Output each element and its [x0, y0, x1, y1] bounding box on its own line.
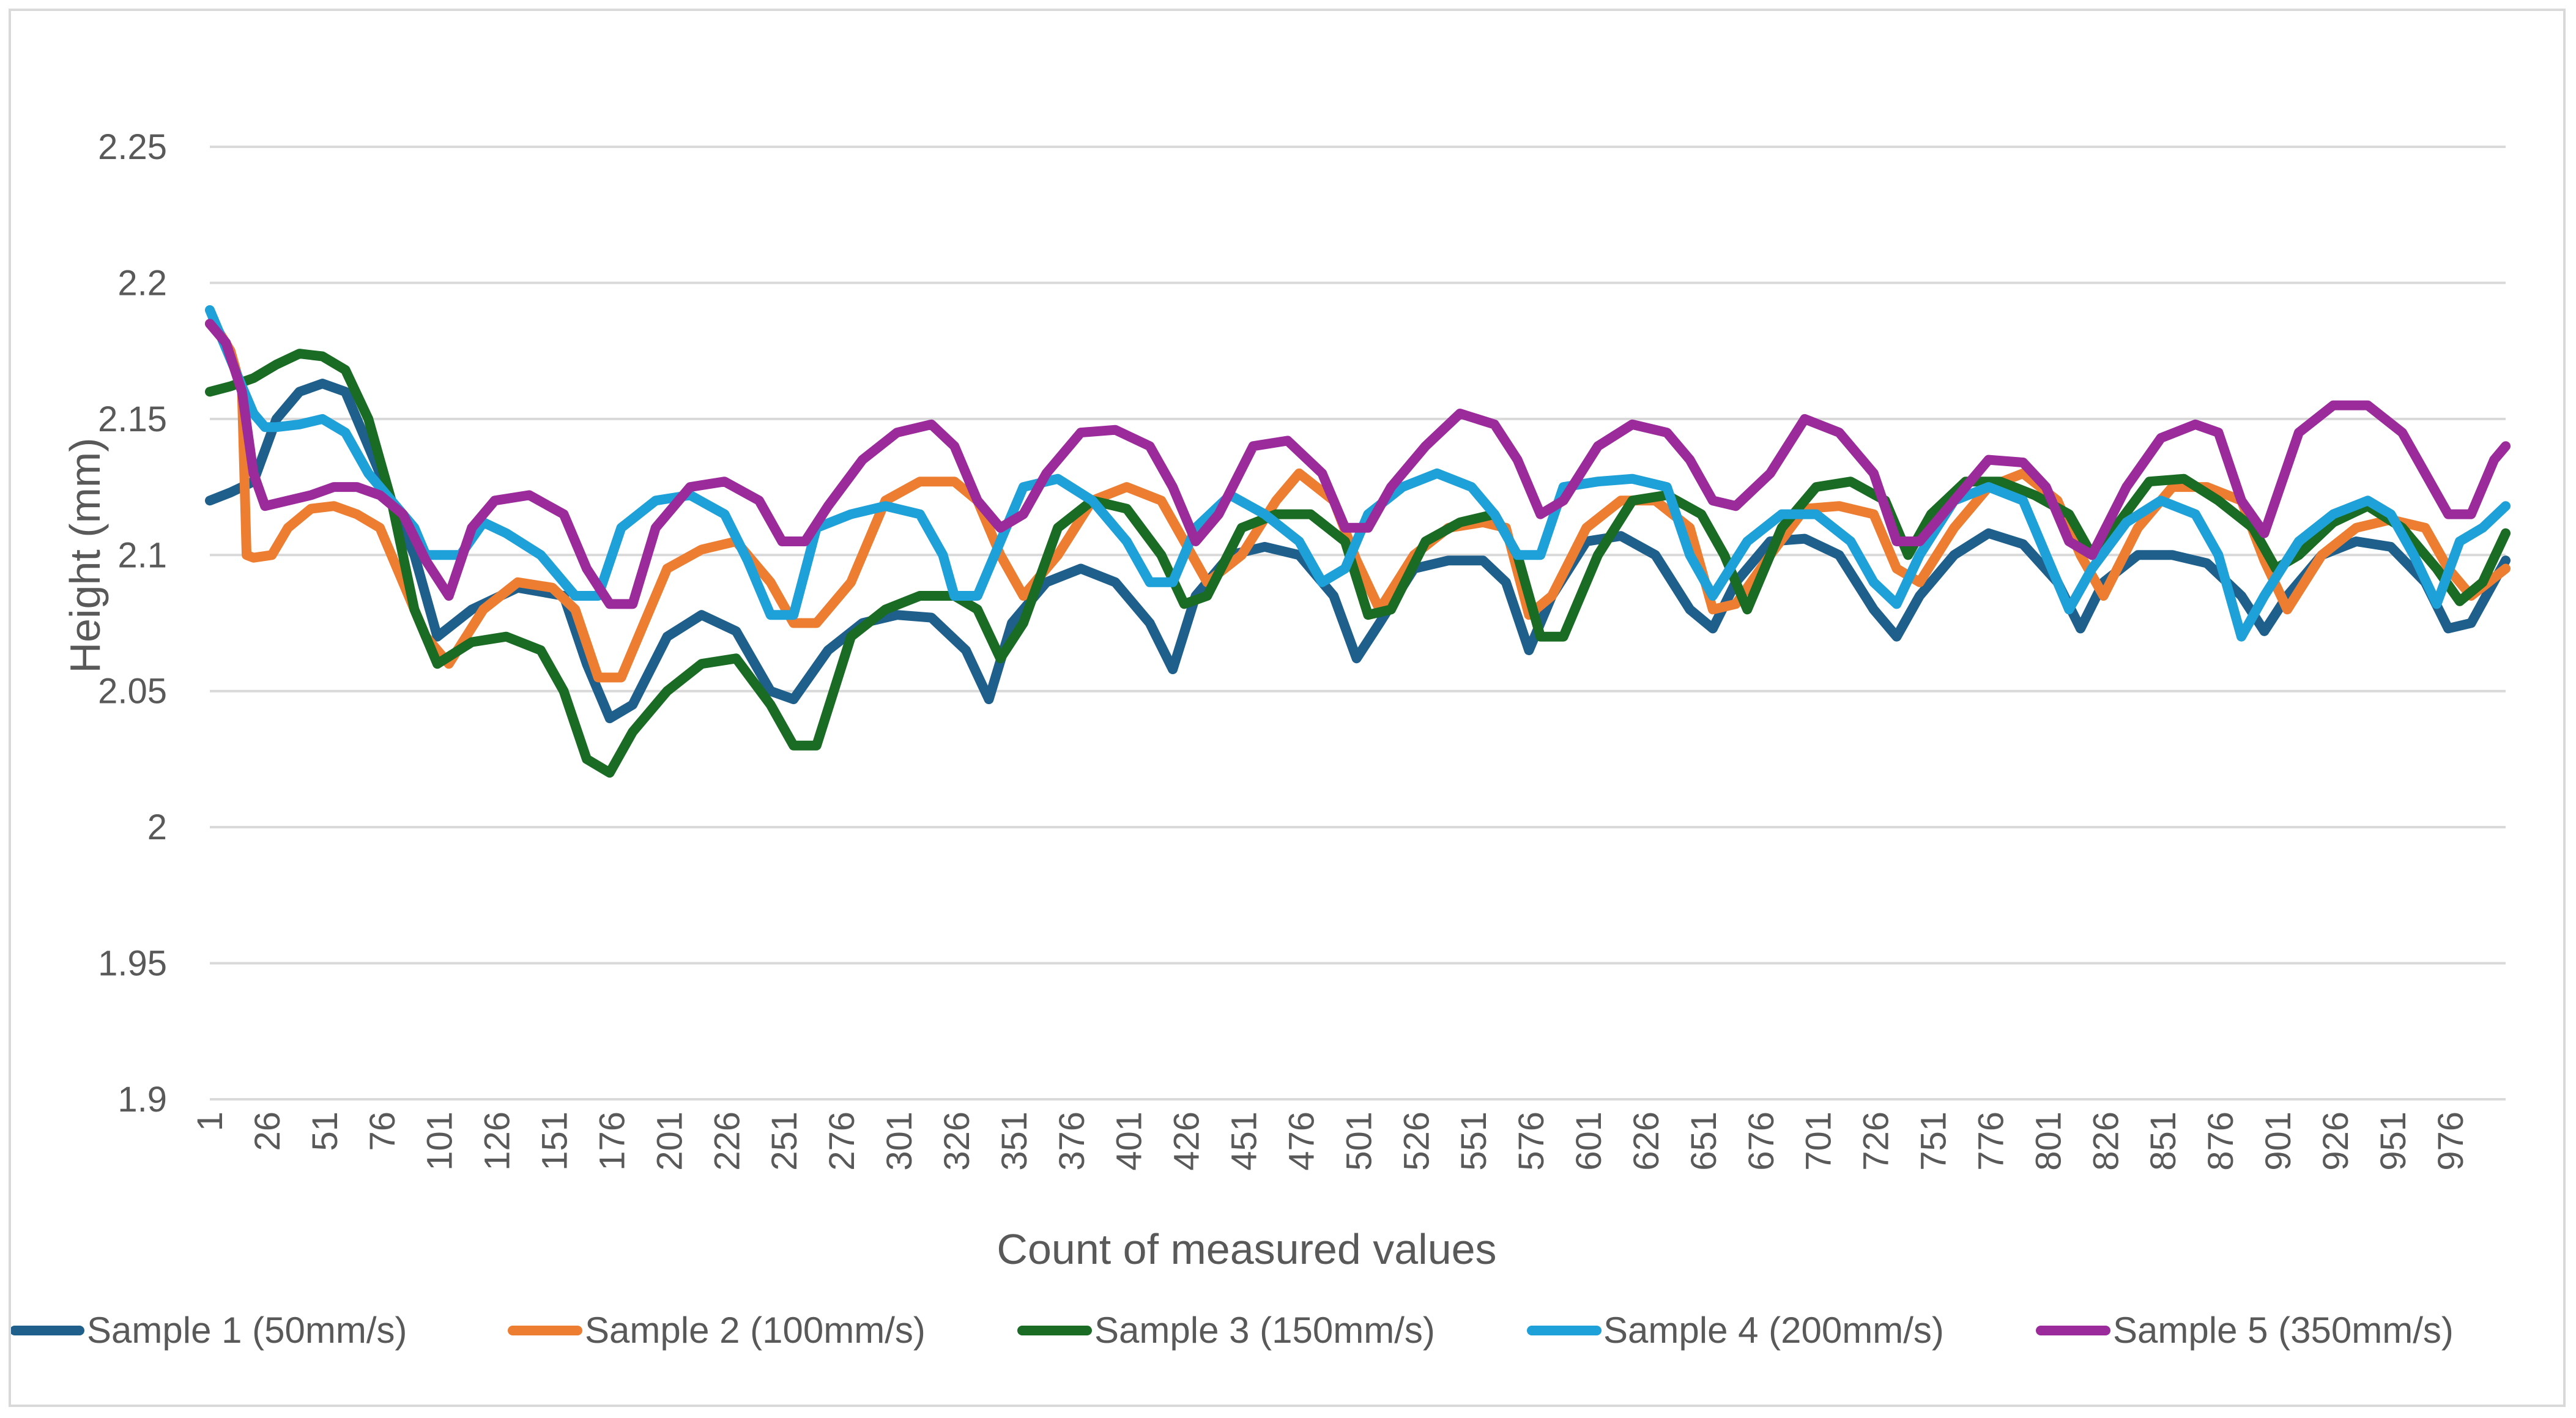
series-line-sample-5: [205, 319, 2511, 609]
y-tick-label: 1.95: [98, 944, 167, 984]
chart-frame: 1.9 1.95 2 2.05 2.1 2.15 2.2 2.25 1 26 51 76 101 126…: [9, 9, 2566, 1407]
x-tick-label: 326: [937, 1112, 977, 1171]
x-tick-label: 601: [1569, 1112, 1609, 1171]
x-tick-label: 76: [363, 1112, 403, 1151]
x-tick-label: 826: [2086, 1112, 2126, 1171]
x-tick-label: 376: [1052, 1112, 1092, 1171]
x-tick-label: 926: [2316, 1112, 2356, 1171]
y-tick-label: 2.2: [117, 263, 167, 303]
legend-label-sample-2: Sample 2 (100mm/s): [585, 1310, 926, 1351]
x-tick-label: 426: [1167, 1112, 1207, 1171]
x-tick-label: 526: [1397, 1112, 1436, 1171]
legend: Sample 1 (50mm/s) Sample 2 (100mm/s) Sampl…: [11, 1310, 2454, 1351]
legend-label-sample-4: Sample 4 (200mm/s): [1603, 1310, 1944, 1351]
x-tick-label: 701: [1799, 1112, 1839, 1171]
x-tick-label: 451: [1225, 1112, 1264, 1171]
x-axis-title: Count of measured values: [997, 1225, 1496, 1273]
legend-label-sample-1: Sample 1 (50mm/s): [87, 1310, 407, 1351]
x-axis-ticks: 1 26 51 76 101 126 151 176 201 226 251 276 301 326 351…: [190, 1112, 2471, 1171]
x-tick-label: 626: [1627, 1112, 1666, 1171]
x-tick-label: 551: [1454, 1112, 1494, 1171]
x-tick-label: 51: [305, 1112, 345, 1151]
series-line-sample-3: [205, 349, 2511, 778]
y-tick-label: 2.25: [98, 127, 167, 167]
x-tick-label: 276: [822, 1112, 862, 1171]
x-tick-label: 751: [1914, 1112, 1954, 1171]
x-tick-label: 226: [707, 1112, 747, 1171]
x-tick-label: 876: [2201, 1112, 2241, 1171]
x-tick-label: 201: [650, 1112, 689, 1171]
x-tick-label: 101: [420, 1112, 460, 1171]
x-tick-label: 651: [1684, 1112, 1724, 1171]
x-tick-label: 251: [765, 1112, 804, 1171]
x-tick-label: 776: [1971, 1112, 2011, 1171]
y-tick-label: 2.15: [98, 399, 167, 439]
x-tick-label: 801: [2029, 1112, 2068, 1171]
y-tick-label: 2.05: [98, 672, 167, 711]
x-tick-label: 26: [248, 1112, 288, 1151]
x-tick-label: 676: [1742, 1112, 1781, 1171]
legend-label-sample-5: Sample 5 (350mm/s): [2113, 1310, 2454, 1351]
legend-label-sample-3: Sample 3 (150mm/s): [1094, 1310, 1435, 1351]
series-lines: [205, 305, 2511, 778]
x-tick-label: 576: [1512, 1112, 1551, 1171]
x-tick-label: 401: [1110, 1112, 1149, 1171]
x-tick-label: 726: [1857, 1112, 1896, 1171]
x-tick-label: 976: [2431, 1112, 2471, 1171]
x-tick-label: 151: [535, 1112, 575, 1171]
x-tick-label: 1: [190, 1112, 230, 1131]
x-tick-label: 301: [880, 1112, 919, 1171]
x-tick-label: 851: [2144, 1112, 2183, 1171]
y-tick-label: 2.1: [117, 535, 167, 575]
x-tick-label: 126: [478, 1112, 518, 1171]
y-axis-ticks: 1.9 1.95 2 2.05 2.1 2.15 2.2 2.25: [98, 127, 167, 1119]
series-line-sample-4: [205, 305, 2511, 642]
gridlines: [210, 146, 2506, 1101]
x-tick-label: 501: [1339, 1112, 1379, 1171]
y-tick-label: 2: [147, 807, 167, 847]
x-tick-label: 176: [592, 1112, 632, 1171]
x-tick-label: 951: [2374, 1112, 2413, 1171]
y-tick-label: 1.9: [117, 1080, 167, 1119]
x-tick-label: 351: [995, 1112, 1034, 1171]
y-axis-title: Height (mm): [61, 437, 109, 673]
x-tick-label: 476: [1282, 1112, 1321, 1171]
x-tick-label: 901: [2259, 1112, 2298, 1171]
